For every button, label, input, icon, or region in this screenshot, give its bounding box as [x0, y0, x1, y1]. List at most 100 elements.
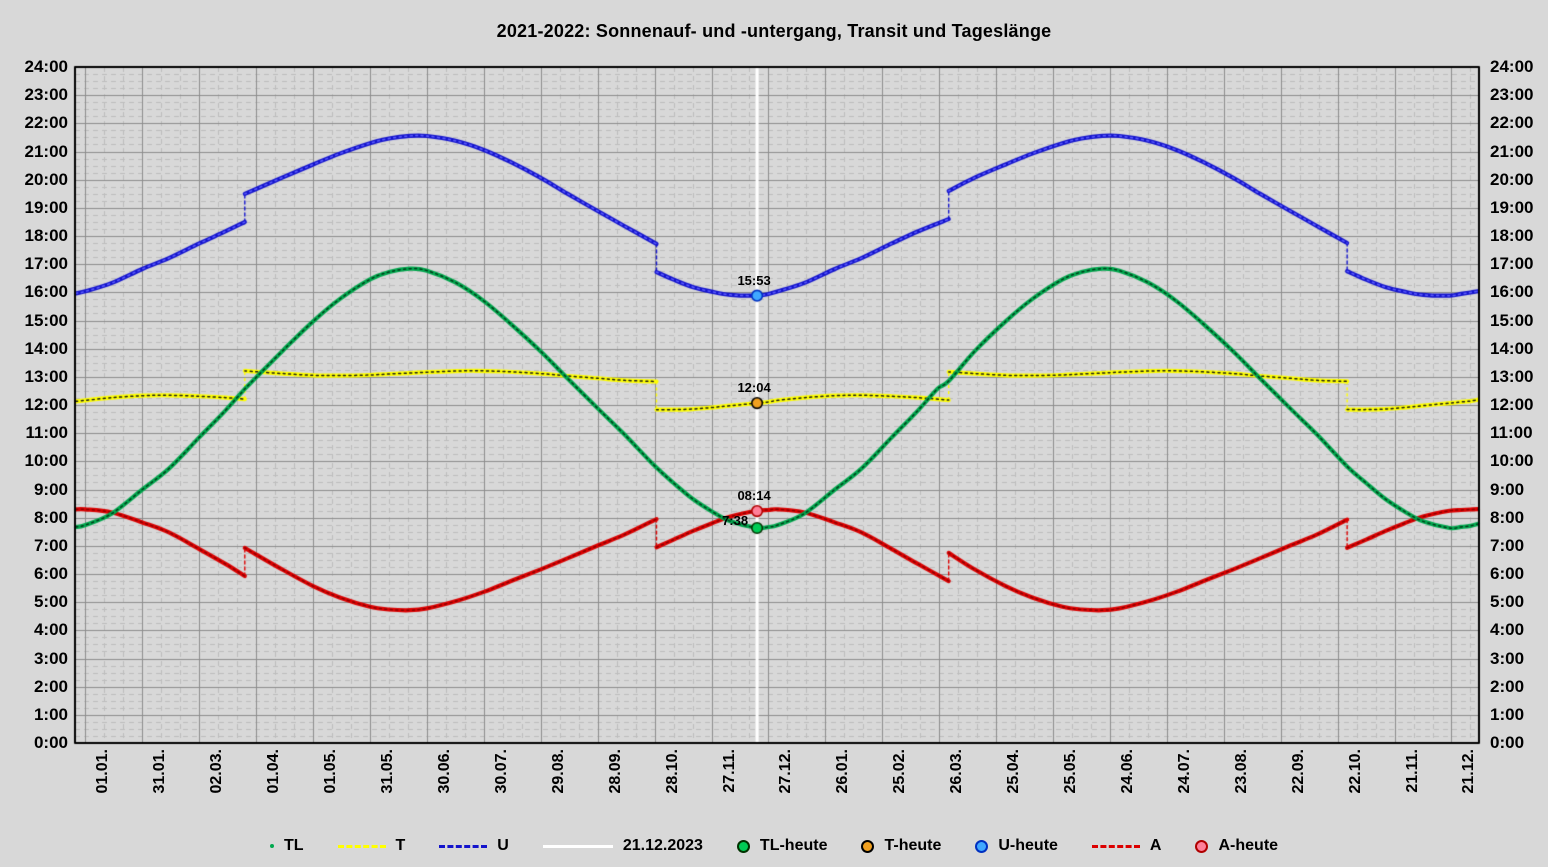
y-tick-label-left: 6:00: [33, 564, 68, 583]
y-tick-label-left: 22:00: [24, 113, 68, 133]
y-tick-label-left: 18:00: [24, 226, 68, 245]
y-tick-label-left: 24:00: [24, 57, 68, 76]
y-tick-label-right: 20:00: [1490, 169, 1534, 189]
legend-item-A: A: [1091, 837, 1162, 855]
y-tick-label-right: 5:00: [1490, 592, 1525, 612]
y-tick-label-left: 12:00: [24, 395, 68, 414]
y-tick-label-right: 0:00: [1490, 733, 1525, 752]
y-tick-label-left: 0:00: [33, 733, 68, 752]
legend-item-21-12-2023: 21.12.2023: [542, 837, 703, 855]
x-tick-label: 22.10.: [1346, 749, 1364, 794]
legend: TL T U 21.12.2023 TL-heute T-heute U-heute A A-h…: [0, 831, 1548, 861]
x-tick-label: 27.12.: [777, 749, 795, 794]
y-tick-label-left: 20:00: [24, 169, 68, 189]
x-tick-label: 31.05.: [379, 749, 397, 794]
x-tick-label: 30.06.: [435, 749, 453, 794]
legend-swatch-circle: [736, 839, 750, 853]
legend-label: TL-heute: [759, 837, 828, 854]
y-tick-label-left: 5:00: [33, 592, 68, 612]
legend-item-TL-heute: TL-heute: [736, 837, 828, 855]
y-tick-label-left: 8:00: [33, 507, 68, 527]
y-tick-label-left: 11:00: [25, 423, 68, 443]
y-tick-label-left: 21:00: [24, 141, 68, 161]
legend-swatch-dot: [269, 844, 274, 848]
legend-label: TL: [283, 837, 304, 854]
legend-item-T: T: [337, 837, 406, 855]
y-tick-label-right: 8:00: [1490, 507, 1525, 527]
y-tick-label-right: 17:00: [1490, 254, 1534, 274]
legend-label: T-heute: [884, 837, 942, 854]
y-tick-label-right: 9:00: [1490, 479, 1525, 499]
legend-swatch-circle: [861, 839, 875, 853]
y-tick-label-left: 23:00: [24, 85, 68, 105]
y-tick-label-right: 22:00: [1490, 113, 1534, 133]
legend-item-U-heute: U-heute: [975, 837, 1058, 855]
legend-swatch-line: [542, 844, 613, 848]
legend-item-U: U: [439, 837, 509, 855]
legend-swatch-dash: [1091, 844, 1140, 848]
y-tick-label-left: 1:00: [33, 704, 68, 724]
x-tick-label: 29.08.: [549, 749, 567, 794]
y-tick-label-right: 14:00: [1490, 338, 1534, 358]
x-tick-label: 28.10.: [663, 749, 681, 794]
y-tick-label-right: 10:00: [1490, 451, 1534, 471]
y-tick-label-right: 19:00: [1490, 197, 1534, 217]
x-tick-label: 27.11.: [720, 749, 738, 793]
y-tick-label-right: 16:00: [1490, 282, 1534, 302]
y-tick-label-right: 7:00: [1490, 535, 1525, 555]
point-label-TL-heute: 7:38: [722, 513, 749, 528]
y-tick-label-right: 4:00: [1490, 620, 1525, 640]
y-tick-label-left: 4:00: [33, 620, 68, 640]
y-tick-label-right: 23:00: [1490, 85, 1534, 105]
y-tick-label-left: 19:00: [24, 197, 68, 217]
x-tick-label: 25.02.: [891, 749, 909, 794]
x-tick-label: 24.07.: [1175, 749, 1193, 794]
legend-label: U-heute: [998, 837, 1058, 854]
y-tick-label-right: 2:00: [1490, 676, 1525, 696]
point-label-U-heute: 15:53: [737, 272, 771, 288]
y-tick-label-left: 3:00: [33, 648, 68, 668]
y-tick-label-right: 11:00: [1490, 423, 1533, 443]
x-tick-label: 24.06.: [1118, 749, 1136, 794]
y-tick-label-left: 17:00: [24, 254, 68, 274]
x-tick-label: 25.04.: [1005, 749, 1023, 794]
y-tick-label-left: 7:00: [33, 535, 68, 555]
x-tick-label: 21.11.: [1403, 749, 1421, 793]
y-tick-label-left: 15:00: [24, 310, 68, 330]
x-tick-label: 01.04.: [265, 749, 283, 794]
y-tick-label-left: 9:00: [33, 479, 68, 499]
y-tick-label-right: 24:00: [1490, 57, 1534, 76]
y-tick-label-left: 14:00: [24, 338, 68, 358]
y-tick-label-right: 21:00: [1490, 141, 1534, 161]
x-tick-label: 01.01.: [94, 749, 112, 794]
legend-label: A-heute: [1218, 837, 1279, 854]
legend-item-T-heute: T-heute: [861, 837, 941, 855]
y-tick-label-right: 13:00: [1490, 366, 1534, 386]
x-tick-label: 26.01.: [834, 749, 852, 794]
legend-swatch-dash: [439, 844, 488, 848]
y-tick-label-left: 10:00: [24, 451, 68, 471]
x-tick-label: 22.09.: [1289, 749, 1307, 794]
x-tick-label: 26.03.: [948, 749, 966, 794]
point-label-T-heute: 12:04: [737, 380, 771, 396]
y-tick-label-right: 3:00: [1490, 648, 1525, 668]
x-tick-label: 25.05.: [1062, 749, 1080, 794]
x-tick-label: 28.09.: [606, 749, 624, 794]
y-tick-label-left: 16:00: [24, 282, 68, 302]
y-tick-label-left: 2:00: [33, 676, 68, 696]
y-tick-label-right: 15:00: [1490, 310, 1534, 330]
legend-item-TL: TL: [269, 837, 304, 855]
legend-label: A: [1149, 837, 1162, 854]
x-tick-label: 01.05.: [322, 749, 340, 794]
x-tick-label: 23.08.: [1232, 749, 1250, 794]
y-tick-label-right: 12:00: [1490, 395, 1534, 414]
y-tick-label-left: 13:00: [24, 366, 68, 386]
y-tick-label-right: 6:00: [1490, 564, 1525, 583]
legend-label: U: [497, 837, 509, 854]
legend-item-A-heute: A-heute: [1195, 837, 1278, 855]
y-tick-label-right: 18:00: [1490, 226, 1534, 245]
legend-label: T: [395, 837, 406, 854]
legend-label: 21.12.2023: [622, 837, 703, 854]
